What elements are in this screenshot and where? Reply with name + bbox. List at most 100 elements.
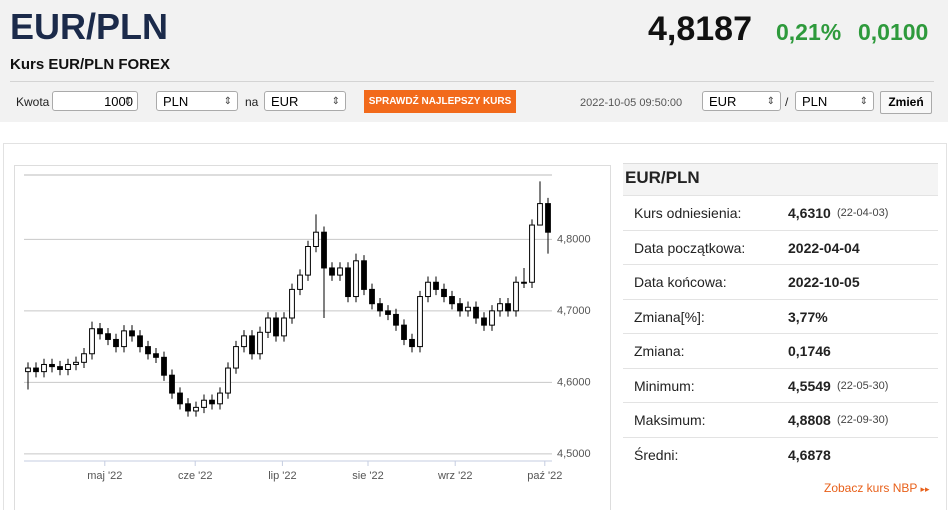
candle-body (257, 331, 263, 355)
candle-body (201, 399, 207, 408)
candle-body (121, 330, 127, 348)
candle-body (185, 403, 191, 412)
candle-body (513, 281, 519, 312)
content-panel (3, 143, 947, 510)
stats-row: Zmiana[%]: 3,77% (623, 298, 938, 334)
y-tick-label: 4,6000 (557, 376, 591, 388)
stat-label: Data początkowa: (634, 239, 746, 256)
candle-body (145, 346, 151, 355)
subtitle: Kurs EUR/PLN FOREX (10, 56, 171, 73)
candle-body (81, 353, 87, 363)
x-tick-label: sie '22 (352, 470, 383, 482)
candle-body (449, 296, 455, 305)
candle-body (305, 246, 311, 276)
y-tick-label: 4,8000 (557, 233, 591, 245)
candle-body (233, 346, 239, 369)
candle-body (273, 317, 279, 337)
candle-body (129, 330, 135, 337)
stat-label: Minimum: (634, 377, 695, 394)
stat-date: (22-09-30) (837, 414, 889, 426)
chart: 4,5000 4,6000 4,7000 4,8000 maj '22 cze '22 li… (24, 174, 591, 482)
candle-body (369, 288, 375, 305)
nbp-link[interactable]: Zobacz kurs NBP ▸▸ (824, 481, 930, 495)
candle-body (217, 392, 223, 405)
pair-separator: / (785, 95, 789, 109)
candle-body (425, 281, 431, 298)
candle-body (281, 317, 287, 337)
stat-value: 4,8808 (788, 412, 831, 428)
candle-body (289, 288, 295, 319)
amount-label: Kwota (16, 95, 50, 109)
stat-label: Data końcowa: (634, 274, 727, 290)
candle-body (385, 310, 391, 315)
stat-date: (22-05-30) (837, 379, 889, 392)
y-tick-label: 4,5000 (557, 448, 591, 460)
candle-body (417, 296, 423, 348)
candle-body (337, 267, 343, 276)
candle-body (169, 374, 175, 394)
candle-body (97, 328, 103, 335)
separator (10, 81, 934, 82)
pair-to-select[interactable]: PLN (795, 91, 874, 112)
stat-label: Średni: (634, 446, 679, 463)
amount-input[interactable]: 1000 (52, 91, 138, 112)
pair-from-select[interactable]: EUR (702, 91, 781, 112)
stats-row: Zmiana: 0,1746 (623, 333, 938, 368)
candle-body (361, 260, 367, 290)
candle-body (409, 338, 415, 348)
stat-value: 4,5549 (788, 377, 831, 394)
stats-row: Kurs odniesienia: 4,6310 (22-04-03) (623, 195, 938, 230)
x-tick-label: paź '22 (527, 470, 562, 482)
candle-body (49, 363, 55, 368)
candle-body (353, 260, 359, 298)
to-select[interactable]: EUR (264, 91, 346, 112)
candle-body (177, 392, 183, 405)
stats-title: EUR/PLN (625, 168, 700, 187)
x-tick-label: cze '22 (178, 470, 213, 482)
stat-date: (22-04-03) (837, 207, 889, 219)
candle-body (241, 335, 247, 348)
stats-row: Maksimum: 4,8808 (22-09-30) (623, 402, 938, 437)
candle-body (521, 281, 527, 284)
to-label: na (245, 95, 259, 109)
candle-body (193, 406, 199, 412)
candle-body (161, 356, 167, 376)
timestamp: 2022-10-05 09:50:00 (580, 97, 683, 109)
chart-frame (14, 165, 611, 510)
candle-body (497, 303, 503, 312)
candle-body (377, 303, 383, 312)
stat-label: Zmiana: (634, 343, 685, 359)
best-rate-button[interactable]: SPRAWDŹ NAJLEPSZY KURS (364, 90, 516, 113)
candle-body (105, 333, 111, 340)
rate: 4,8187 (648, 10, 752, 48)
x-tick-label: lip '22 (268, 470, 296, 482)
candle-body (249, 335, 255, 355)
switch-button[interactable]: Zmień (880, 91, 932, 114)
candle-body (313, 231, 319, 247)
candle-body (265, 317, 271, 333)
change: 0,0100 (858, 19, 929, 45)
candle-body (537, 203, 543, 226)
candle-body (433, 281, 439, 290)
candle-body (137, 335, 143, 348)
candle-body (41, 363, 47, 373)
stats-row: Średni: 4,6878 (623, 436, 938, 472)
from-select[interactable]: PLN (156, 91, 238, 112)
candle-body (33, 367, 39, 373)
stats-row: Minimum: 4,5549 (22-05-30) (623, 367, 938, 403)
candle-body (481, 317, 487, 326)
nbp-link-text[interactable]: Zobacz kurs NBP (824, 481, 918, 495)
stat-value: 2022-04-04 (788, 239, 860, 256)
candle-body (529, 224, 535, 283)
stat-label: Kurs odniesienia: (634, 205, 742, 221)
candle-body (89, 328, 95, 355)
candle-body (393, 313, 399, 326)
stat-value: 2022-10-05 (788, 274, 860, 290)
candle-body (505, 303, 511, 312)
candle-body (345, 267, 351, 298)
stats-header (623, 163, 938, 196)
pair-title: EUR/PLN (10, 6, 169, 47)
candle-body (545, 203, 551, 233)
x-tick-label: wrz '22 (437, 470, 473, 482)
